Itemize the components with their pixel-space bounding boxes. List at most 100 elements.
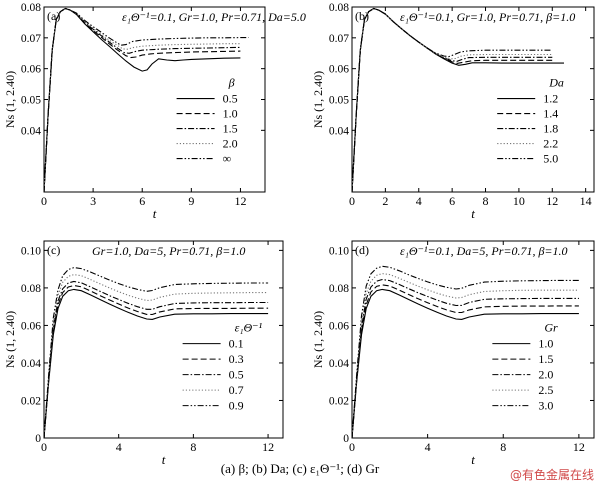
series-line-1 <box>44 7 241 192</box>
legend-entry: 2.0 <box>223 137 238 151</box>
y-tick-label: 0 <box>343 433 349 445</box>
series-line-2 <box>352 284 579 438</box>
series-line-3 <box>44 7 241 192</box>
series-line-2 <box>44 7 241 192</box>
plot-frame <box>351 240 595 439</box>
y-tick-label: 0.05 <box>21 95 41 107</box>
y-tick-label: 0.10 <box>21 245 41 257</box>
series-line-1 <box>352 288 579 438</box>
panel-label: (c) <box>47 243 60 257</box>
y-tick-label: 0.10 <box>329 245 349 257</box>
y-tick-label: 0.07 <box>21 33 41 45</box>
x-tick-label: 0 <box>41 440 47 454</box>
y-axis-label: Ns (1, 2.40) <box>3 71 17 128</box>
y-tick-label: 0.06 <box>21 320 41 332</box>
x-tick-label: 0 <box>41 194 47 208</box>
x-axis-label: t <box>471 452 475 467</box>
legend-title: Gr <box>544 321 558 335</box>
series-line-5 <box>352 7 553 192</box>
legend-entry: 1.8 <box>543 122 558 136</box>
x-tick-label: 8 <box>190 440 196 454</box>
legend-entry: 3.0 <box>538 399 553 413</box>
y-axis-label: Ns (1, 2.40) <box>3 311 17 368</box>
y-tick-label: 0.07 <box>329 33 349 45</box>
legend-entry: 5.0 <box>543 152 558 166</box>
series-line-4 <box>352 7 553 192</box>
y-tick-label: 0.04 <box>329 358 349 370</box>
series-line-3 <box>352 278 579 438</box>
chart-panel-3: 0 4 8 12 0 0.02 0.04 0.06 0.08 0.10 t Ns (1, 2.40) (… <box>3 240 284 467</box>
legend-entry: 0.7 <box>229 383 244 397</box>
y-tick-label: 0.06 <box>329 64 349 76</box>
y-tick-label: 0.08 <box>329 283 349 295</box>
panel-label: (a) <box>47 9 60 23</box>
y-tick-label: 0.04 <box>21 125 41 137</box>
legend-entry: 2.2 <box>543 137 558 151</box>
x-axis-label: t <box>153 206 157 221</box>
legend-entry: 0.5 <box>223 92 238 106</box>
x-tick-label: 6 <box>139 194 145 208</box>
series-line-1 <box>352 7 564 192</box>
legend-title: ε₁Θ⁻¹ <box>235 321 263 335</box>
x-tick-label: 10 <box>513 194 525 208</box>
legend-entry: 0.9 <box>229 399 244 413</box>
x-tick-label: 4 <box>116 440 122 454</box>
panel-title: ε₁Θ⁻¹=0.1, Gr=1.0, Pr=0.71, β=1.0 <box>400 10 575 24</box>
series-line-5 <box>44 7 249 192</box>
series-line-5 <box>352 265 579 438</box>
legend-title: Da <box>548 76 564 90</box>
y-tick-label: 0.04 <box>21 358 41 370</box>
x-tick-label: 14 <box>580 194 592 208</box>
legend-entry: 0.1 <box>229 337 244 351</box>
y-axis-label: Ns (1, 2.40) <box>311 311 325 368</box>
y-tick-label: 0.06 <box>21 64 41 76</box>
x-tick-label: 4 <box>416 194 422 208</box>
series-line-2 <box>352 7 553 192</box>
x-tick-label: 8 <box>483 194 489 208</box>
legend-title: β <box>228 76 235 90</box>
panel-label: (b) <box>355 9 369 23</box>
x-tick-label: 3 <box>90 194 96 208</box>
panel-title: ε₁Θ⁻¹=0.1, Da=5, Pr=0.71, β=1.0 <box>400 244 568 258</box>
x-tick-label: 12 <box>262 440 274 454</box>
y-tick-label: 0.02 <box>329 395 349 407</box>
x-tick-label: 12 <box>234 194 246 208</box>
legend-entry: 1.0 <box>223 107 238 121</box>
y-tick-label: 0.02 <box>21 395 41 407</box>
y-tick-label: 0.06 <box>329 320 349 332</box>
figure-caption: (a) β; (b) Da; (c) ε₁Θ⁻¹; (d) Gr <box>220 461 380 476</box>
x-tick-label: 2 <box>382 194 388 208</box>
x-axis-label: t <box>471 206 475 221</box>
legend-entry: 1.0 <box>538 337 553 351</box>
y-tick-label: 0.08 <box>329 2 349 14</box>
y-tick-label: 0 <box>35 433 41 445</box>
x-tick-label: 0 <box>349 440 355 454</box>
x-tick-label: 6 <box>449 194 455 208</box>
series-line-1 <box>44 288 269 438</box>
legend-entry: 2.0 <box>538 368 553 382</box>
chart-panel-2: 0 2 4 6 8 10 12 14 0.04 0.05 0.06 0.07 0.08 t Ns (1, 2… <box>311 2 595 221</box>
legend-entry: 1.5 <box>223 122 238 136</box>
legend-entry: ∞ <box>223 152 232 166</box>
y-tick-label: 0.05 <box>329 95 349 107</box>
legend-entry: 1.2 <box>543 92 558 106</box>
x-tick-label: 8 <box>500 440 506 454</box>
y-tick-label: 0.08 <box>21 283 41 295</box>
x-axis-label: t <box>162 452 166 467</box>
panel-label: (d) <box>355 243 369 257</box>
series-line-4 <box>44 7 241 192</box>
series-line-3 <box>352 7 553 192</box>
legend-entry: 2.5 <box>538 383 553 397</box>
series-line-2 <box>44 284 269 438</box>
legend-entry: 1.5 <box>538 352 553 366</box>
legend-entry: 0.3 <box>229 352 244 366</box>
x-tick-label: 0 <box>349 194 355 208</box>
legend-entry: 0.5 <box>229 368 244 382</box>
x-tick-label: 9 <box>188 194 194 208</box>
y-tick-label: 0.08 <box>21 2 41 14</box>
series-line-5 <box>44 267 269 438</box>
watermark: @有色金属在线 <box>509 468 594 482</box>
series-line-3 <box>44 280 269 438</box>
panel-title: Gr=1.0, Da=5, Pr=0.71, β=1.0 <box>92 244 245 258</box>
